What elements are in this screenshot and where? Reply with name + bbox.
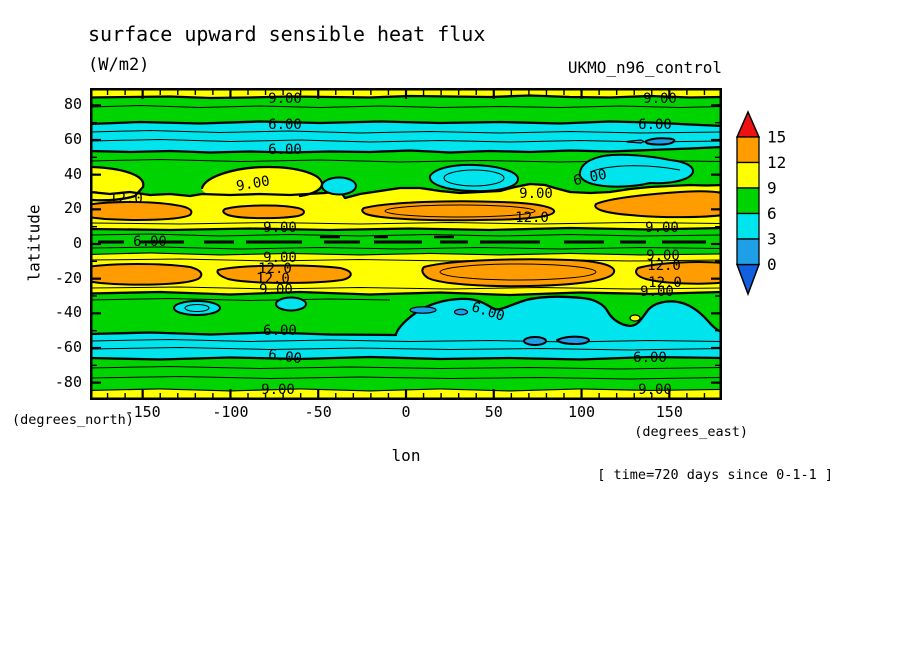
contour-map-plot: 9.00 9.00 6.00 6.00 6.00 6.00 9.00 9.00 12.0 12.0… bbox=[85, 88, 729, 400]
colorbar-tick-label: 6 bbox=[767, 204, 777, 223]
x-tick-label: 50 bbox=[484, 403, 503, 421]
y-tick-label: 80 bbox=[63, 95, 82, 114]
x-tick-label: 150 bbox=[655, 403, 683, 421]
x-axis-label: lon bbox=[391, 446, 421, 465]
y-tick-label: -60 bbox=[54, 338, 82, 356]
plot-units-label: (W/m2) bbox=[88, 55, 150, 75]
plot-title: surface upward sensible heat flux bbox=[88, 22, 486, 46]
colorbar-tick-label: 15 bbox=[767, 128, 786, 147]
time-annotation: [ time=720 days since 0-1-1 ] bbox=[597, 467, 833, 483]
x-tick-label: 100 bbox=[568, 403, 596, 421]
colorbar-tick-label: 12 bbox=[767, 153, 786, 172]
colorbar-tick-label: 3 bbox=[767, 230, 777, 249]
colorbar-tick-label: 0 bbox=[767, 255, 777, 274]
y-axis-units-label: (degrees_north) bbox=[12, 412, 134, 428]
y-tick-label: 40 bbox=[63, 164, 82, 183]
y-tick-label: -20 bbox=[54, 268, 82, 287]
y-tick-label: 60 bbox=[63, 130, 82, 148]
y-tick-label: -80 bbox=[54, 372, 82, 391]
x-tick-label: 0 bbox=[401, 403, 411, 421]
colorbar: 15 12 9 6 3 0 bbox=[735, 110, 786, 297]
axis-ticks bbox=[92, 90, 720, 398]
x-tick-label: -150 bbox=[124, 403, 161, 421]
plot-frame bbox=[90, 88, 722, 400]
y-tick-label: 0 bbox=[72, 234, 82, 252]
contour-map-svg bbox=[85, 88, 729, 400]
x-tick-label: -100 bbox=[212, 403, 249, 421]
x-tick-label: -50 bbox=[304, 403, 332, 421]
colorbar-tick-label: 9 bbox=[767, 179, 777, 198]
y-tick-label: 20 bbox=[63, 199, 82, 218]
y-tick-label: -40 bbox=[54, 303, 82, 322]
x-axis-units-label: (degrees_east) bbox=[634, 424, 748, 440]
dataset-label: UKMO_n96_control bbox=[567, 58, 722, 77]
